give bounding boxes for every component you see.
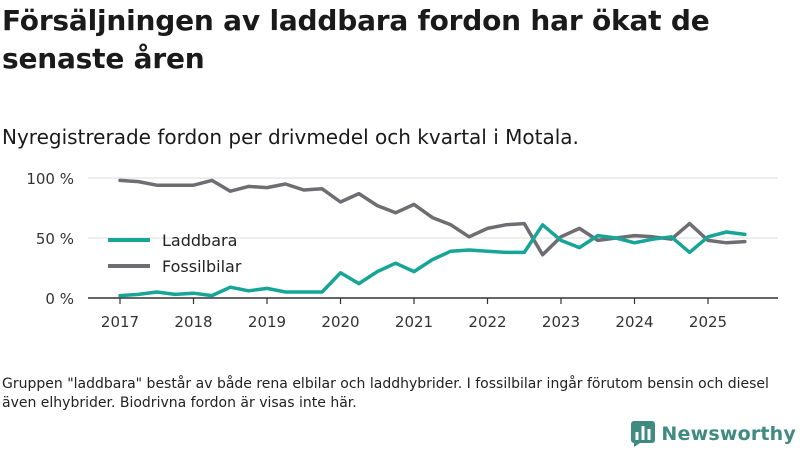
x-tick-label: 2023 [542, 313, 580, 331]
legend-item-fossilbilar: Fossilbilar [108, 257, 242, 276]
bar-chart-logo-icon [631, 421, 656, 447]
brand-logo: Newsworthy [631, 420, 796, 448]
chart-subtitle: Nyregistrerade fordon per drivmedel och … [2, 125, 579, 149]
x-tick-label: 2020 [321, 313, 359, 331]
x-tick-label: 2018 [174, 313, 212, 331]
chart-footnote: Gruppen "laddbara" består av både rena e… [2, 376, 769, 411]
y-tick-label: 0 % [45, 290, 74, 308]
x-tick-label: 2021 [395, 313, 433, 331]
y-tick-label: 100 % [26, 170, 74, 188]
x-tick-label: 2024 [615, 313, 653, 331]
line-chart: 0 % 50 % 100 % 2017 2018 2019 2020 2021 2022 2023… [26, 170, 778, 331]
chart-title: Försäljningen av laddbara fordon har öka… [2, 4, 710, 75]
legend-item-laddbara: Laddbara [108, 231, 237, 250]
x-tick-label: 2022 [468, 313, 506, 331]
series-line-fossilbilar [118, 178, 747, 257]
x-tick-label: 2025 [689, 313, 727, 331]
x-tick-label: 2019 [248, 313, 286, 331]
legend-label-fossilbilar: Fossilbilar [162, 257, 242, 276]
legend-label-laddbara: Laddbara [162, 231, 237, 250]
series-line-laddbara [118, 223, 747, 298]
x-tick-label: 2017 [101, 313, 139, 331]
y-tick-label: 50 % [36, 230, 74, 248]
brand-name: Newsworthy [661, 423, 796, 445]
